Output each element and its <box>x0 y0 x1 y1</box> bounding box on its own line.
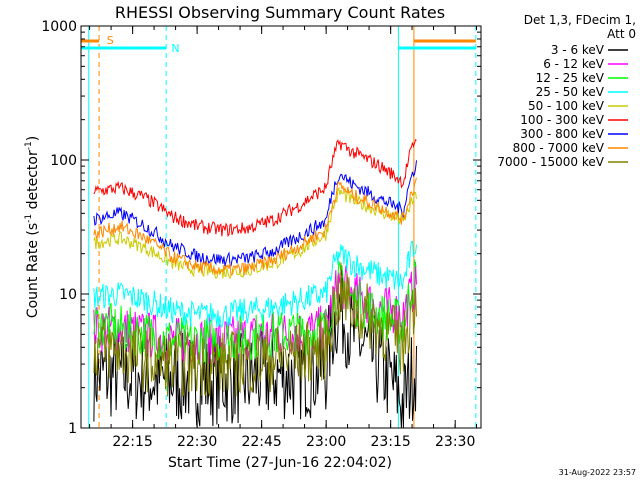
y-tick-label-2: 100 <box>50 153 77 169</box>
y-axis-label-sup1: -1 <box>24 214 34 223</box>
y-axis-ticks: 1 10 100 1000 <box>41 19 481 437</box>
y-axis-label: Count Rate (s-1 detector-1) <box>24 136 41 318</box>
series-line-6 <box>93 160 417 267</box>
x-tick-label-3: 23:00 <box>306 434 346 450</box>
legend-label-5: 100 - 300 keV <box>520 113 604 127</box>
y-axis-label-sup2: -1 <box>24 141 34 150</box>
x-axis-label: Start Time (27-Jun-16 22:04:02) <box>168 455 392 471</box>
x-tick-label-1: 22:30 <box>177 434 217 450</box>
y-tick-label-3: 1000 <box>41 19 77 35</box>
y-axis-label-mid: detector <box>25 150 41 214</box>
y-axis-label-main: Count Rate (s <box>25 223 41 318</box>
series-line-1 <box>93 261 417 365</box>
chart-title: RHESSI Observing Summary Count Rates <box>115 3 445 22</box>
x-tick-label-5: 23:30 <box>435 434 475 450</box>
y-axis-label-end: ) <box>25 136 41 141</box>
series-line-7 <box>93 177 417 277</box>
series-line-8 <box>93 262 417 398</box>
series-line-3 <box>93 240 417 329</box>
legend-label-7: 800 - 7000 keV <box>513 141 605 155</box>
series-line-5 <box>93 139 417 238</box>
y-tick-label-0: 1 <box>68 421 77 437</box>
legend-header-line-1: Det 1,3, FDecim 1, <box>524 13 636 27</box>
legend-label-2: 12 - 25 keV <box>536 71 605 85</box>
x-tick-label-2: 22:45 <box>241 434 281 450</box>
legend-label-1: 6 - 12 keV <box>543 57 605 71</box>
legend-label-3: 25 - 50 keV <box>536 85 605 99</box>
flag-label-s: S <box>107 34 114 47</box>
y-tick-label-1: 10 <box>59 287 77 303</box>
plot-frame <box>80 25 482 429</box>
legend-label-6: 300 - 800 keV <box>520 127 604 141</box>
legend-header-line-2: Att 0 <box>607 27 636 41</box>
plot-area: SN <box>81 26 477 429</box>
generation-timestamp: 31-Aug-2022 23:57 <box>559 468 636 477</box>
legend-label-4: 50 - 100 keV <box>528 99 605 113</box>
x-tick-label-4: 23:15 <box>370 434 410 450</box>
legend-label-0: 3 - 6 keV <box>551 43 605 57</box>
x-axis-ticks: 22:15 22:30 22:45 23:00 23:15 23:30 <box>89 26 478 450</box>
x-tick-label-0: 22:15 <box>112 434 152 450</box>
legend-label-8: 7000 - 15000 keV <box>497 155 604 169</box>
flag-label-n: N <box>171 42 179 55</box>
